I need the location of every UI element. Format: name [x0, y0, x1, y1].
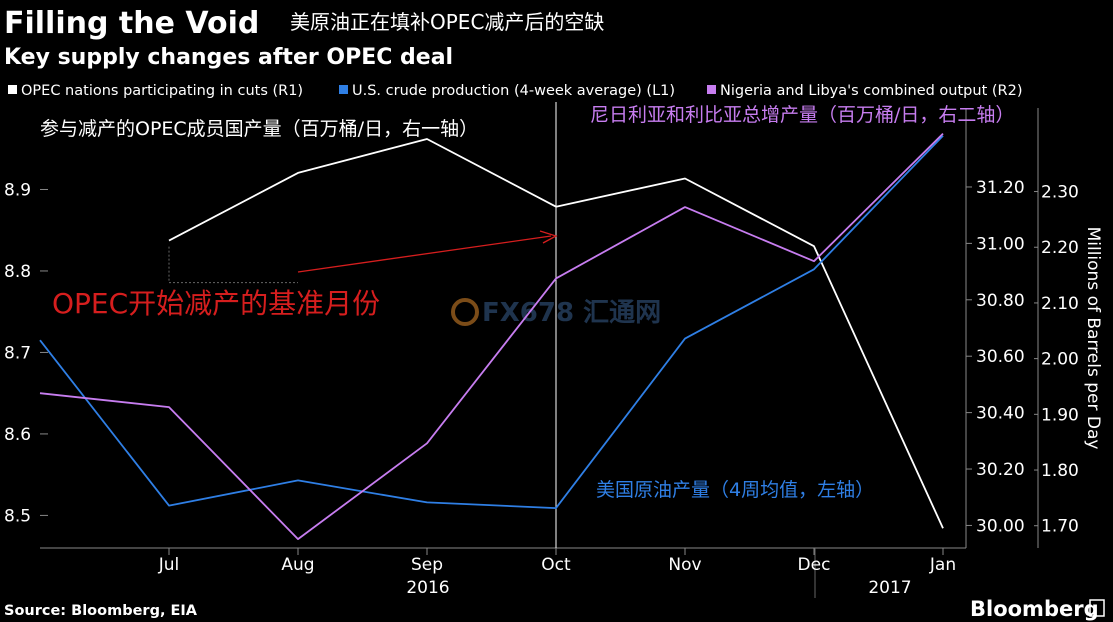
legend-swatch-us: [339, 85, 348, 94]
annotation-base-month-cn: OPEC开始减产的基准月份: [52, 287, 380, 320]
x-tick-label: Aug: [281, 555, 314, 575]
right1-tick-label: 30.00: [976, 516, 1025, 536]
watermark-text: FX678 汇通网: [482, 298, 661, 328]
watermark-logo-icon: [451, 298, 479, 326]
left-tick-label: 8.5: [4, 506, 31, 526]
right2-tick-label: 2.20: [1041, 238, 1079, 258]
year-label-2016: 2016: [406, 578, 449, 598]
bloomberg-logo: Bloomberg: [970, 597, 1099, 621]
right2-tick-label: 2.00: [1041, 350, 1079, 370]
annotation-arrow-icon: [297, 230, 558, 273]
annotation-opec-cn: 参与减产的OPEC成员国产量（百万桶/日，右一轴）: [40, 118, 478, 140]
series-us: [39, 135, 944, 510]
right1-tick-label: 31.00: [976, 234, 1025, 254]
right1-tick-label: 31.20: [976, 178, 1025, 198]
right2-axis-ticks: 1.70 1.80 1.90 2.00 2.10 2.20 2.30: [1034, 108, 1079, 548]
legend-label-opec: OPEC nations participating in cuts (R1): [21, 83, 303, 99]
y-axis-label-right: Millions of Barrels per Day: [1083, 227, 1103, 450]
left-axis-ticks: 8.5 8.6 8.7 8.8 8.9: [4, 180, 48, 526]
x-tick-label: Oct: [541, 555, 571, 575]
bloomberg-logo-icon: [1089, 599, 1105, 617]
legend-swatch-nigeria-libya: [707, 85, 716, 94]
left-tick-label: 8.6: [4, 425, 31, 445]
legend-swatch-opec: [8, 85, 17, 94]
series-nigeria-libya: [39, 132, 944, 540]
series-line-us: [39, 135, 944, 510]
series-opec: [168, 138, 944, 529]
x-tick-label: Nov: [668, 555, 701, 575]
right2-tick-label: 1.70: [1041, 517, 1079, 537]
legend-label-nigeria-libya: Nigeria and Libya's combined output (R2): [720, 83, 1022, 99]
opec-bracket: [168, 246, 298, 284]
x-axis-ticks: Jul Aug Sep Oct Nov Dec Jan: [158, 548, 956, 575]
right1-axis-ticks: 30.00 30.20 30.40 30.60 30.80 31.00 31.20: [966, 178, 1025, 536]
right2-tick-label: 1.90: [1041, 405, 1079, 425]
legend-label-us: U.S. crude production (4-week average) (…: [352, 83, 675, 99]
left-tick-label: 8.7: [4, 343, 31, 363]
x-tick-label: Dec: [798, 555, 831, 575]
legend: OPEC nations participating in cuts (R1) …: [8, 83, 1022, 99]
source-note: Source: Bloomberg, EIA: [4, 603, 198, 619]
chart-title: Filling the Void: [4, 6, 259, 41]
right2-tick-label: 2.30: [1041, 183, 1079, 203]
right2-tick-label: 2.10: [1041, 294, 1079, 314]
annotation-nigeria-cn: 尼日利亚和利比亚总增产量（百万桶/日，右二轴）: [590, 104, 1014, 126]
right1-tick-label: 30.40: [976, 404, 1025, 424]
year-label-2017: 2017: [868, 578, 911, 598]
series-line-nigeria-libya: [39, 132, 944, 540]
right1-tick-label: 30.60: [976, 347, 1025, 367]
watermark: FX678 汇通网: [451, 298, 661, 328]
right2-tick-label: 1.80: [1041, 461, 1079, 481]
right1-tick-label: 30.20: [976, 460, 1025, 480]
x-tick-label: Sep: [411, 555, 443, 575]
chart-title-cn: 美原油正在填补OPEC减产后的空缺: [290, 10, 604, 34]
x-tick-label: Jul: [158, 555, 180, 575]
annotation-us-cn: 美国原油产量（4周均值，左轴）: [596, 479, 874, 501]
left-tick-label: 8.8: [4, 262, 31, 282]
right1-tick-label: 30.80: [976, 291, 1025, 311]
chart-subtitle: Key supply changes after OPEC deal: [4, 45, 453, 70]
left-tick-label: 8.9: [4, 180, 31, 200]
x-tick-label: Jan: [929, 555, 956, 575]
